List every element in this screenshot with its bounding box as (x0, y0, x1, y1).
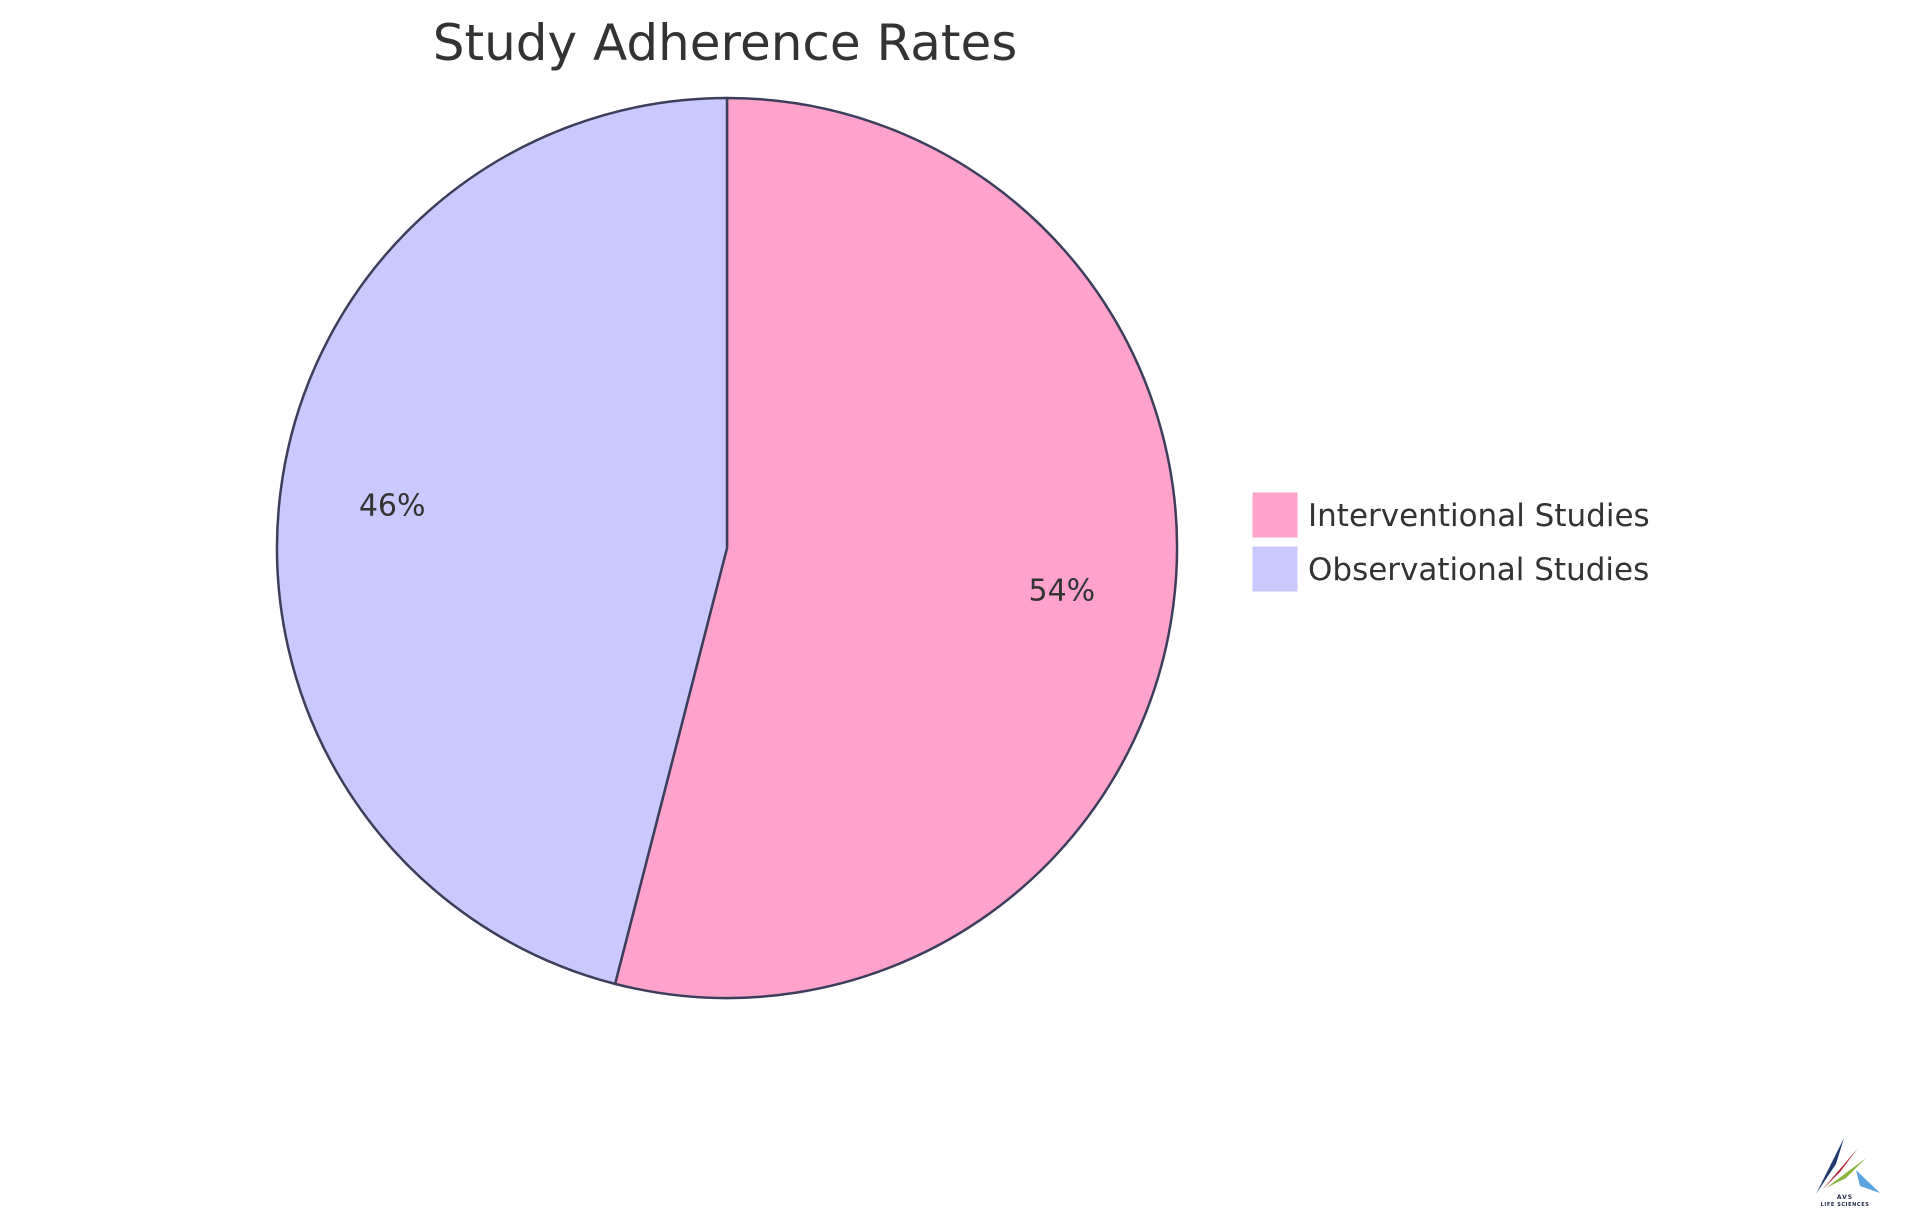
legend-swatch (1251, 545, 1299, 593)
pie-slice-label: 46% (359, 489, 426, 524)
pie-slice-label: 54% (1028, 573, 1095, 608)
legend-label: Observational Studies (1308, 552, 1649, 588)
logo-text-top: AVS (1837, 1194, 1853, 1201)
logo-stripe-green (1826, 1158, 1866, 1188)
legend-label: Interventional Studies (1308, 498, 1650, 534)
company-logo: AVS LIFE SCIENCES (1816, 1138, 1880, 1208)
pie-slice-interventional-studies (613, 96, 1179, 1000)
legend: Interventional Studies Observational Stud… (1251, 491, 1650, 593)
pie-slice-labels: 54% 46% (359, 489, 1095, 609)
logo-text-bottom: LIFE SCIENCES (1821, 1202, 1870, 1208)
legend-swatch (1251, 491, 1299, 539)
pie-slices (275, 96, 1179, 1000)
pie-slice-observational-studies (275, 96, 729, 986)
logo-stripe-navy (1816, 1138, 1844, 1194)
chart-title: Study Adherence Rates (433, 14, 1018, 72)
logo-stripe-blue (1856, 1170, 1880, 1193)
logo-stripe-red (1822, 1148, 1858, 1190)
